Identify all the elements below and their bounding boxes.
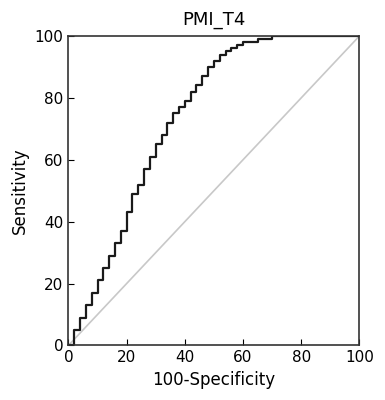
Y-axis label: Sensitivity: Sensitivity [11,148,29,234]
X-axis label: 100-Specificity: 100-Specificity [152,371,276,389]
Title: PMI_T4: PMI_T4 [182,11,246,29]
